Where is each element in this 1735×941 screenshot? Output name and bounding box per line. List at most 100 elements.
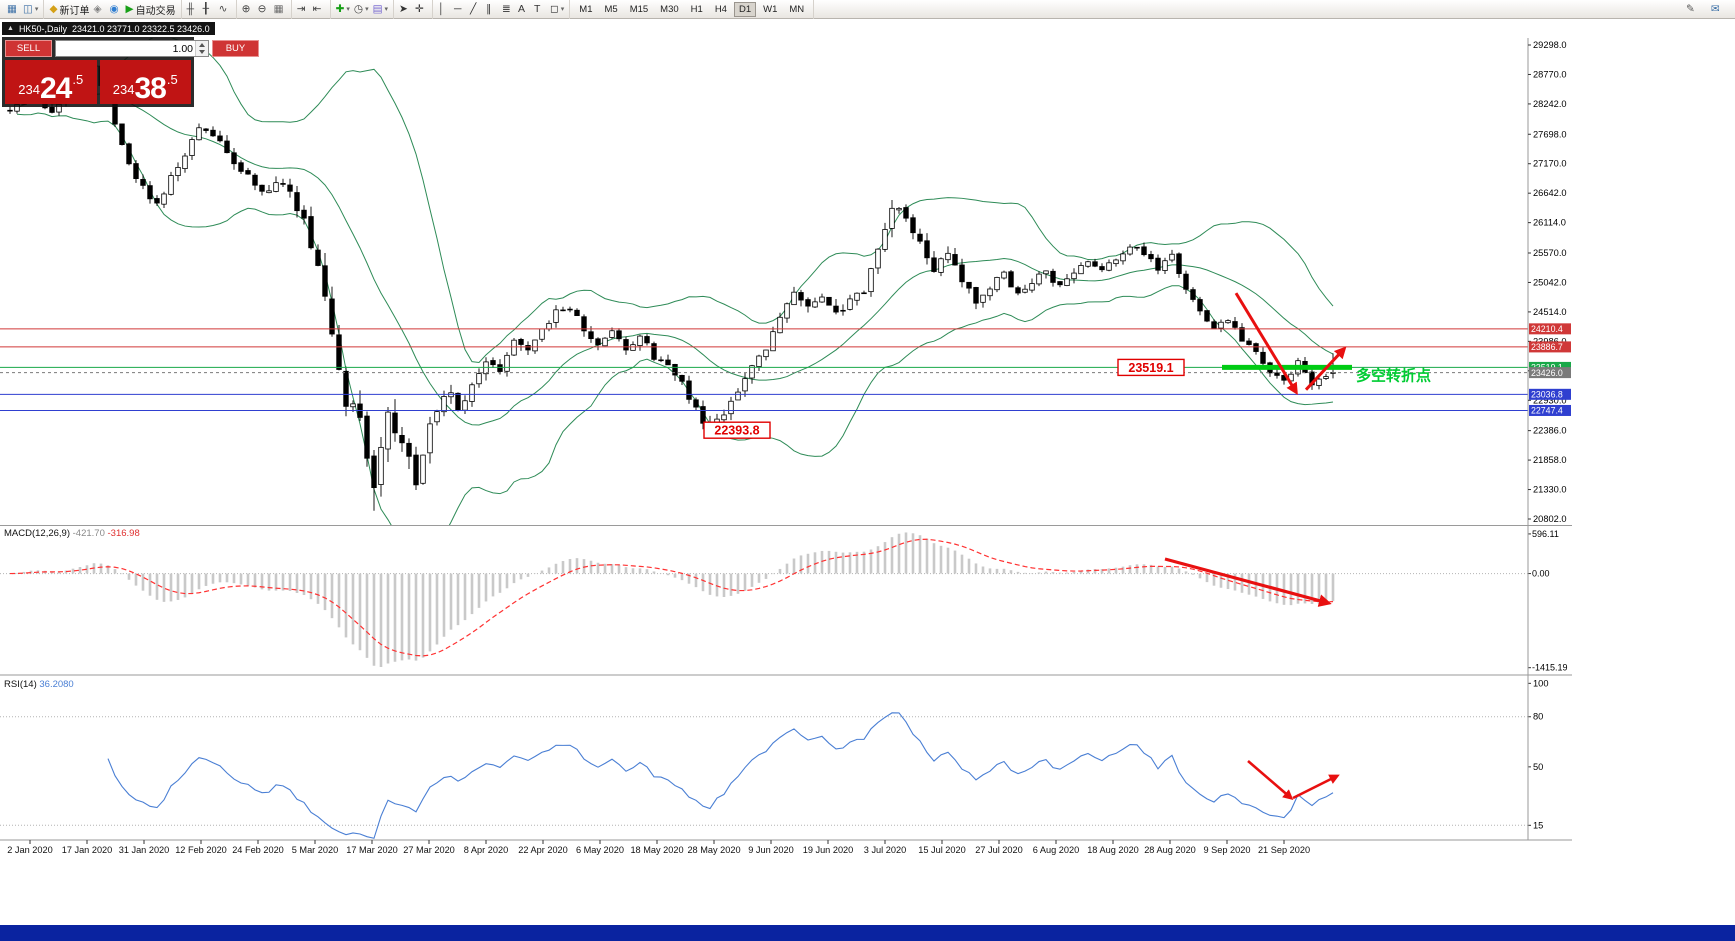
ask-price-fraction: .5 xyxy=(166,72,178,87)
vertical-line-tool[interactable]: │ xyxy=(436,1,452,18)
svg-text:22747.4: 22747.4 xyxy=(1531,406,1563,416)
chart-profiles[interactable]: ◫ ▾ xyxy=(21,1,40,18)
svg-text:28 Aug 2020: 28 Aug 2020 xyxy=(1144,845,1196,855)
low-price-label[interactable] xyxy=(703,421,771,439)
svg-text:9 Sep 2020: 9 Sep 2020 xyxy=(1203,845,1250,855)
svg-text:100: 100 xyxy=(1533,678,1549,688)
timeframe-w1[interactable]: W1 xyxy=(758,2,782,17)
text-tool-icon: A xyxy=(518,2,526,15)
sell-price-button[interactable]: 234 24 .5 xyxy=(5,60,97,104)
buy-button[interactable]: BUY xyxy=(212,40,259,57)
pen-icon: ✎ xyxy=(1686,2,1695,15)
label-tool-icon: T xyxy=(534,2,541,15)
volume-increase-button[interactable] xyxy=(199,43,205,47)
svg-text:23426.0: 23426.0 xyxy=(1531,368,1563,378)
bar-chart-mode-icon: ╫ xyxy=(186,2,195,15)
auto-scroll-icon: ⇥ xyxy=(296,2,306,15)
volume-decrease-button[interactable] xyxy=(199,50,205,54)
toolbar-group: ➤ ✛ xyxy=(394,0,434,19)
bar-chart-mode[interactable]: ╫ xyxy=(185,1,201,18)
chart-shift[interactable]: ⇤ xyxy=(311,1,327,18)
timeframe-mn[interactable]: MN xyxy=(784,2,809,17)
svg-text:25570.0: 25570.0 xyxy=(1533,248,1567,258)
new-chart[interactable]: ▦ xyxy=(5,1,21,18)
fibonacci-tool-icon: ≣ xyxy=(502,2,511,15)
toolbar-group: ⊕ ⊖ ▦ xyxy=(237,0,292,19)
timeframe-m15[interactable]: M15 xyxy=(625,2,653,17)
auto-scroll[interactable]: ⇥ xyxy=(295,1,311,18)
text-tool[interactable]: A xyxy=(516,1,532,18)
metaeditor-icon: ◈ xyxy=(93,2,102,15)
timeframe-d1[interactable]: D1 xyxy=(733,1,757,17)
macd-trend-arrow[interactable] xyxy=(1164,557,1332,607)
bid-price-big-digits: 24 xyxy=(39,71,72,105)
svg-text:26642.0: 26642.0 xyxy=(1533,188,1567,198)
svg-text:24 Feb 2020: 24 Feb 2020 xyxy=(232,845,284,855)
turning-point-note[interactable]: 多空转折点 xyxy=(1356,366,1431,384)
trendline-tool[interactable]: ╱ xyxy=(468,1,484,18)
templates[interactable]: ▤ ▾ xyxy=(371,1,390,18)
rsi-trend-arrow-2[interactable] xyxy=(1292,774,1340,800)
shapes-tool-icon: ◻ xyxy=(550,2,559,15)
timeframe-m1[interactable]: M1 xyxy=(574,2,597,17)
auto-trading[interactable]: ▶ 自动交易 xyxy=(124,1,178,18)
chat-icon[interactable]: ✉ xyxy=(1709,1,1725,18)
indicators-add-dropdown-icon: ▾ xyxy=(346,6,350,13)
volume-input[interactable] xyxy=(56,41,195,56)
svg-text:3 Jul 2020: 3 Jul 2020 xyxy=(864,845,906,855)
svg-text:21 Sep 2020: 21 Sep 2020 xyxy=(1258,845,1310,855)
volume-field xyxy=(55,40,209,57)
toolbar-group: ╫ ╂ ∿ xyxy=(182,0,237,19)
horizontal-line-tool[interactable]: ─ xyxy=(452,1,468,18)
timeframe-h1[interactable]: H1 xyxy=(686,2,708,17)
svg-text:23036.8: 23036.8 xyxy=(1531,390,1563,400)
svg-text:26114.0: 26114.0 xyxy=(1533,218,1566,228)
crosshair-tool[interactable]: ✛ xyxy=(413,1,429,18)
svg-text:5 Mar 2020: 5 Mar 2020 xyxy=(292,845,338,855)
trend-arrow-2[interactable] xyxy=(1304,346,1347,391)
sell-button[interactable]: SELL xyxy=(5,40,52,57)
buy-price-button[interactable]: 234 38 .5 xyxy=(99,60,191,104)
tile-windows[interactable]: ▦ xyxy=(272,1,288,18)
svg-text:24514.0: 24514.0 xyxy=(1533,307,1567,317)
timeframe-m30[interactable]: M30 xyxy=(655,2,683,17)
auto-trading-icon: ▶ xyxy=(125,2,134,15)
shapes-tool[interactable]: ◻ ▾ xyxy=(548,1,566,18)
horizontal-level-lines[interactable] xyxy=(0,328,1528,411)
svg-text:22930.0: 22930.0 xyxy=(1533,395,1567,405)
fibonacci-tool[interactable]: ≣ xyxy=(500,1,516,18)
timeframe-m5[interactable]: M5 xyxy=(599,2,622,17)
algo-community[interactable]: ◉ xyxy=(108,1,124,18)
new-order[interactable]: ◆ 新订单 xyxy=(47,1,91,18)
crosshair-tool-icon: ✛ xyxy=(415,2,424,15)
channel-tool[interactable]: ∥ xyxy=(484,1,500,18)
label-tool[interactable]: T xyxy=(532,1,548,18)
toolbar-group: ▦ ◫ ▾ xyxy=(2,0,45,19)
support-price-label[interactable] xyxy=(1117,358,1185,377)
svg-text:28 May 2020: 28 May 2020 xyxy=(687,845,740,855)
zoom-out[interactable]: ⊖ xyxy=(256,1,272,18)
rsi-trend-arrow-1[interactable] xyxy=(1247,760,1294,801)
svg-text:21858.0: 21858.0 xyxy=(1533,455,1567,465)
cursor-tool[interactable]: ➤ xyxy=(397,1,413,18)
date-axis: 2 Jan 2020 17 Jan 2020 31 Jan 2020 12 Feb 2… xyxy=(7,840,1310,855)
chart-symbol-period: HK50-,Daily xyxy=(18,23,67,34)
trend-arrow-1[interactable] xyxy=(1234,292,1298,395)
pen-icon[interactable]: ✎ xyxy=(1684,1,1700,18)
chart-title-bar: ▲ HK50-,Daily 23421.0 23771.0 23322.5 23… xyxy=(2,22,215,35)
toolbar-group: ✚ ▾ ◷ ▾ ▤ ▾ xyxy=(331,0,395,19)
candlestick-mode[interactable]: ╂ xyxy=(201,1,217,18)
timeframe-h4[interactable]: H4 xyxy=(710,2,732,17)
zoom-in[interactable]: ⊕ xyxy=(240,1,256,18)
bid-price-prefix: 234 xyxy=(18,82,40,97)
collapse-trade-panel-icon[interactable]: ▲ xyxy=(7,25,14,32)
rsi-value: 36.2080 xyxy=(39,679,74,690)
metaeditor[interactable]: ◈ xyxy=(92,1,108,18)
svg-text:18 May 2020: 18 May 2020 xyxy=(630,845,683,855)
trendline-tool-icon: ╱ xyxy=(470,2,477,15)
chart-canvas[interactable]: 596.11 0.00 -1415.19 100 80 50 15 29298.0 28770.… xyxy=(0,19,1572,925)
periods[interactable]: ◷ ▾ xyxy=(352,1,371,18)
line-chart-mode[interactable]: ∿ xyxy=(217,1,233,18)
chart-annotations[interactable]: 多空转折点 23519.1 22393.8 xyxy=(703,292,1431,801)
indicators-add[interactable]: ✚ ▾ xyxy=(334,1,352,18)
